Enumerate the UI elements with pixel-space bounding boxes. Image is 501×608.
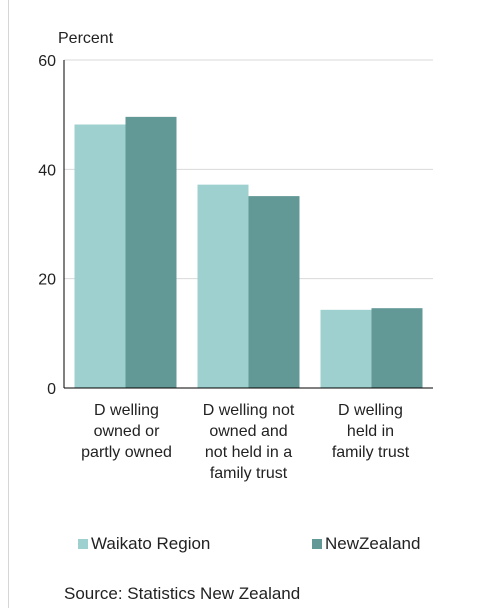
- legend-label-waikato: Waikato Region: [91, 534, 211, 553]
- y-tick-label-0: 0: [47, 381, 56, 398]
- legend-swatch-waikato: [78, 539, 88, 549]
- bar-2-1: [371, 308, 423, 388]
- bar-0-0: [74, 124, 126, 389]
- legend-item-new-zealand: NewZealand: [312, 534, 420, 554]
- category-label-not-owned: D welling not owned and not held in a fa…: [202, 402, 295, 482]
- legend-swatch-new-zealand: [312, 539, 322, 549]
- bar-2-0: [320, 309, 372, 388]
- y-axis-title: Percent: [58, 30, 114, 47]
- legend-item-waikato: Waikato Region: [78, 534, 210, 554]
- y-tick-label-40: 40: [38, 162, 56, 179]
- y-tick-label-60: 60: [38, 53, 56, 70]
- left-border: [8, 0, 9, 608]
- bar-chart: 0 20 40 60: [38, 53, 433, 398]
- bar-1-0: [197, 184, 249, 388]
- legend-label-new-zealand: NewZealand: [325, 534, 421, 553]
- bar-0-1: [125, 116, 177, 388]
- source-note: Source: Statistics New Zealand: [64, 584, 301, 603]
- y-tick-label-20: 20: [38, 272, 56, 289]
- category-label-family-trust: D welling held in family trust: [331, 402, 410, 461]
- category-label-owned: D welling owned or partly owned: [81, 402, 172, 461]
- bar-1-1: [248, 196, 300, 388]
